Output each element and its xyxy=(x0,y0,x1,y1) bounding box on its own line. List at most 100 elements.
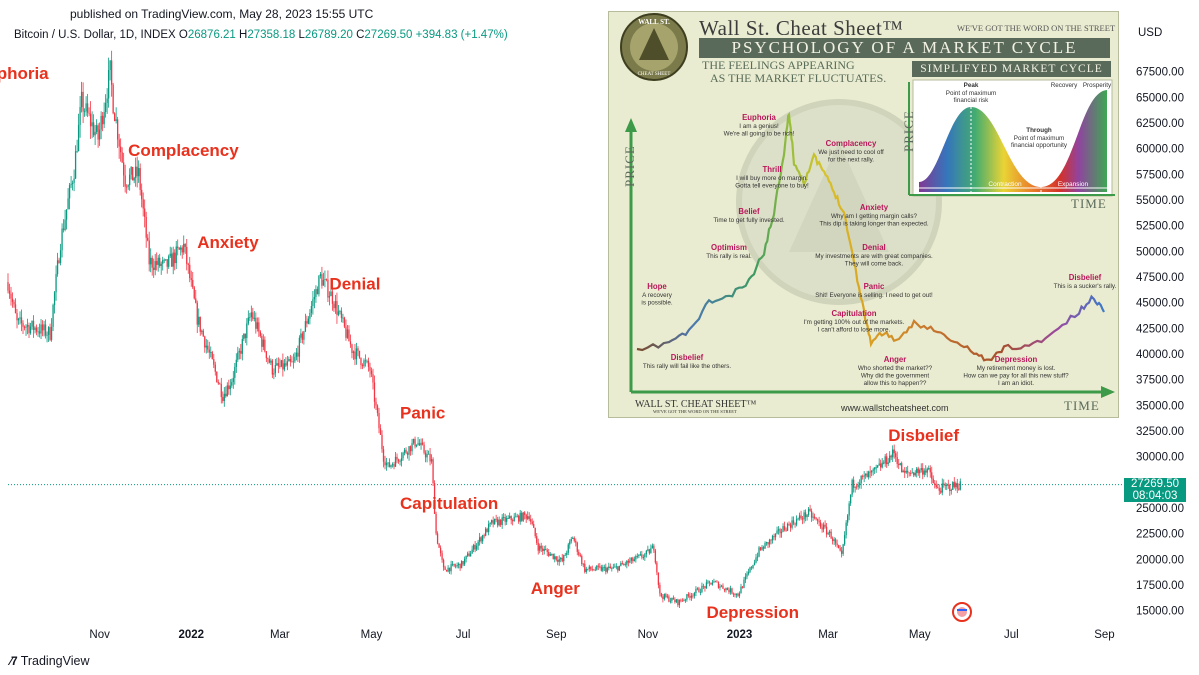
footer: ⁄7 TradingView xyxy=(10,654,89,668)
candle xyxy=(824,520,826,529)
candle xyxy=(273,368,275,380)
emotion-name: Anxiety xyxy=(860,203,889,212)
candle xyxy=(901,461,903,473)
candle xyxy=(118,133,120,159)
emotion-quote: Shit! Everyone is selling. I need to get… xyxy=(815,292,933,299)
emotion-name: Panic xyxy=(864,282,885,291)
candle xyxy=(388,458,391,468)
candle xyxy=(716,579,718,583)
candle xyxy=(828,529,831,538)
mini-through-desc-2: financial opportunity xyxy=(1011,142,1068,149)
emotion-quote: My retirement money is lost. xyxy=(977,365,1056,372)
candle xyxy=(360,357,362,370)
market-cycle-infographic: WALL ST. CHEAT SHEET PRICE TIME Peak Poi… xyxy=(608,11,1119,418)
candle xyxy=(615,563,617,570)
candle xyxy=(770,539,772,545)
price-tick-label: 45000.00 xyxy=(1136,298,1184,310)
candle xyxy=(322,272,325,286)
earnings-flag-icon[interactable] xyxy=(952,602,972,622)
candle xyxy=(956,478,958,494)
candle xyxy=(324,270,326,288)
candle xyxy=(456,562,458,569)
candle xyxy=(587,568,589,571)
currency-label[interactable]: USD xyxy=(1138,27,1163,39)
last-price-value: 27269.50 xyxy=(1131,477,1179,490)
emotion-quote: How can we pay for all this new stuff? xyxy=(963,373,1069,380)
candle xyxy=(753,559,756,566)
candle xyxy=(276,357,278,367)
candle xyxy=(711,580,714,586)
candle xyxy=(937,483,939,489)
candle xyxy=(723,588,726,593)
candle xyxy=(746,571,748,580)
candle xyxy=(226,382,228,397)
candle xyxy=(572,536,574,540)
candle xyxy=(234,362,236,385)
candle xyxy=(860,475,862,489)
candle xyxy=(567,542,569,556)
candle xyxy=(202,328,204,337)
candle xyxy=(543,545,545,555)
candle xyxy=(752,564,754,570)
candle xyxy=(376,404,379,417)
candle xyxy=(211,350,213,360)
price-tick-label: 50000.00 xyxy=(1136,246,1184,258)
candle xyxy=(728,587,730,595)
published-header: published on TradingView.com, May 28, 20… xyxy=(70,7,374,21)
candle xyxy=(62,219,65,233)
candle xyxy=(113,112,116,122)
candle xyxy=(331,285,334,311)
candle xyxy=(463,556,466,567)
candle xyxy=(465,555,467,563)
candle xyxy=(402,451,404,461)
emotion-name: Capitulation xyxy=(831,309,876,318)
candle xyxy=(415,444,418,448)
candle xyxy=(895,450,897,462)
candle xyxy=(390,464,392,469)
candle xyxy=(783,521,786,532)
candle xyxy=(755,553,757,564)
candle xyxy=(717,581,720,589)
candle xyxy=(286,355,289,371)
footer-brand[interactable]: TradingView xyxy=(20,654,90,668)
symbol-name[interactable]: Bitcoin / U.S. Dollar, 1D, INDEX xyxy=(14,29,176,41)
candle xyxy=(61,223,63,258)
time-tick-label: Sep xyxy=(1094,629,1114,641)
price-axis[interactable]: 15000.00 17500.00 20000.00 22500.00 25000.00… xyxy=(1136,67,1184,618)
time-tick-label: Sep xyxy=(546,629,566,641)
candle xyxy=(791,516,793,530)
candle xyxy=(265,350,267,363)
candle xyxy=(614,563,616,568)
price-tick-label: 35000.00 xyxy=(1136,400,1184,412)
inset-url: www.wallstcheatsheet.com xyxy=(841,403,949,413)
candle xyxy=(800,510,802,521)
candle xyxy=(905,466,907,474)
candle xyxy=(540,542,542,553)
candle xyxy=(199,316,201,336)
tradingview-logo-icon[interactable]: ⁄7 xyxy=(10,654,18,668)
candle xyxy=(651,543,654,549)
candle xyxy=(195,289,197,304)
candle xyxy=(899,462,901,466)
candle xyxy=(874,467,876,474)
emotion-quote: is possible. xyxy=(641,300,672,307)
symbol-legend: Bitcoin / U.S. Dollar, 1D, INDEX O26876.… xyxy=(14,29,508,41)
time-tick-label: Mar xyxy=(270,629,290,641)
candle xyxy=(579,552,581,558)
candle xyxy=(223,387,225,407)
candle xyxy=(827,531,829,536)
candle xyxy=(525,513,527,523)
candle xyxy=(357,346,359,357)
candle xyxy=(644,552,646,561)
candle xyxy=(859,479,861,489)
price-tick-label: 47500.00 xyxy=(1136,272,1184,284)
time-axis[interactable]: Nov 2022 Mar May Jul Sep Nov 2023 Mar May Jul Sep xyxy=(89,629,1114,641)
candle xyxy=(271,358,274,379)
candle xyxy=(180,245,182,256)
candle xyxy=(342,313,344,323)
candle xyxy=(198,308,200,328)
candle xyxy=(777,526,780,535)
